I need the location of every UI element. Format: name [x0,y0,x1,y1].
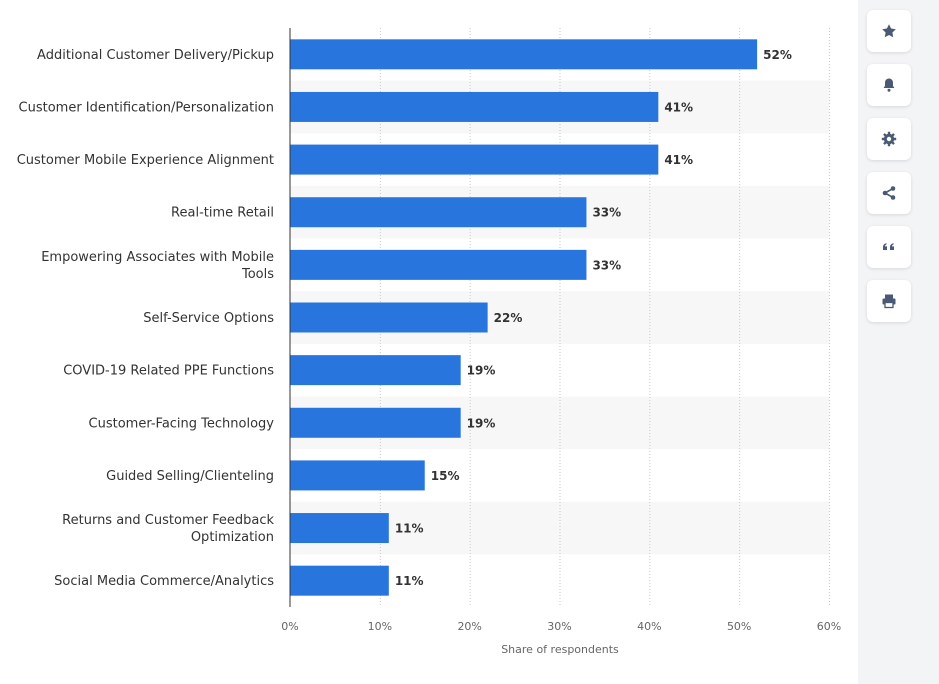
quote-icon [883,243,894,250]
category-label: Guided Selling/Clienteling [106,469,274,484]
share-button[interactable] [867,172,911,214]
bar[interactable] [290,197,587,228]
value-label: 52% [763,48,792,62]
x-tick-label: 50% [727,620,751,633]
printer-icon [882,294,896,309]
category-label: COVID-19 Related PPE Functions [63,364,274,379]
value-label: 41% [664,153,693,167]
category-label: Customer Identification/Personalization [19,100,274,115]
cite-button[interactable] [867,226,911,268]
bar[interactable] [290,91,659,122]
category-label: Empowering Associates with Mobile Tools [41,250,274,282]
print-button[interactable] [867,280,911,322]
value-label: 15% [431,469,460,483]
bar[interactable] [290,249,587,280]
bar[interactable] [290,565,389,596]
bar[interactable] [290,407,461,438]
category-labels: Additional Customer Delivery/Pickup Custo… [17,48,275,589]
x-axis-title: Share of respondents [501,643,619,656]
category-label: Customer Mobile Experience Alignment [17,153,274,168]
bars [290,39,758,596]
x-tick-labels: 0% 10% 20% 30% 40% 50% 60% [281,620,841,633]
x-tick-label: 0% [281,620,298,633]
x-tick-label: 30% [547,620,571,633]
category-label: Real-time Retail [171,206,274,221]
value-label: 41% [664,100,693,114]
value-label: 11% [395,574,424,588]
bar[interactable] [290,144,659,175]
x-tick-label: 20% [457,620,481,633]
chart-toolbar [858,0,939,684]
category-label: Self-Service Options [143,311,274,326]
value-label: 11% [395,522,424,536]
notification-button[interactable] [867,64,911,106]
value-label: 33% [592,206,621,220]
favorite-button[interactable] [867,10,911,52]
star-icon [882,24,896,38]
value-label: 19% [467,364,496,378]
bar[interactable] [290,39,758,70]
value-label: 33% [592,258,621,272]
value-labels: 52% 41% 41% 33% 33% 22% 19% 19% 15% 11% 11% [395,48,792,588]
share-icon [882,186,896,200]
x-tick-label: 60% [817,620,841,633]
settings-button[interactable] [867,118,911,160]
category-label: Social Media Commerce/Analytics [54,574,274,589]
bell-icon [883,78,895,92]
value-label: 22% [494,311,523,325]
gridlines [379,28,830,607]
bar[interactable] [290,302,488,333]
bar[interactable] [290,355,461,386]
category-label: Customer-Facing Technology [89,416,275,431]
bar[interactable] [290,513,389,544]
value-label: 19% [467,416,496,430]
x-tick-label: 40% [637,620,661,633]
gear-icon [881,131,897,147]
category-label: Additional Customer Delivery/Pickup [37,48,274,63]
x-tick-label: 10% [368,620,392,633]
category-label: Returns and Customer Feedback Optimizatio… [62,513,274,545]
bar[interactable] [290,460,425,491]
bar-chart: Additional Customer Delivery/Pickup Custo… [17,28,841,656]
